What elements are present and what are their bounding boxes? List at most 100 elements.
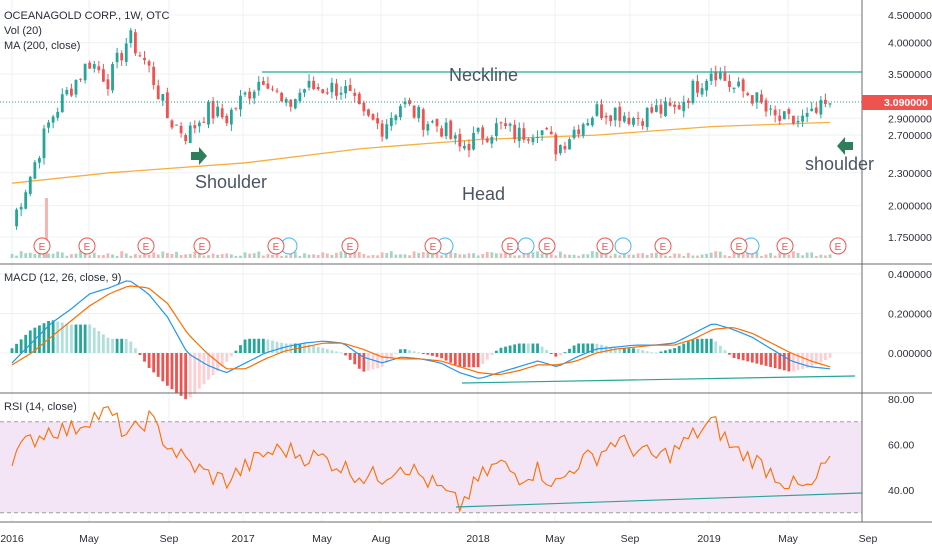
macd-legend[interactable]: MACD (12, 26, close, 9)	[4, 272, 121, 284]
candle-body[interactable]	[115, 52, 119, 63]
candle-body[interactable]	[531, 137, 535, 143]
candle-body[interactable]	[271, 88, 274, 90]
earnings-marker-icon[interactable]	[78, 237, 96, 255]
candle-body[interactable]	[184, 135, 188, 142]
candle-body[interactable]	[216, 106, 220, 117]
candle-body[interactable]	[129, 30, 133, 44]
candle-body[interactable]	[810, 108, 814, 112]
candlesticks[interactable]	[15, 27, 832, 230]
candle-body[interactable]	[202, 121, 206, 123]
candle-body[interactable]	[362, 102, 366, 112]
candle-body[interactable]	[234, 107, 238, 109]
candle-body[interactable]	[513, 124, 517, 140]
candle-body[interactable]	[15, 209, 18, 227]
candle-body[interactable]	[522, 128, 526, 140]
candle-body[interactable]	[440, 128, 443, 137]
candle-body[interactable]	[764, 100, 768, 112]
candle-body[interactable]	[577, 129, 581, 135]
candle-body[interactable]	[261, 80, 265, 85]
symbol-title[interactable]: OCEANAGOLD CORP., 1W, OTC	[4, 10, 169, 22]
candle-body[interactable]	[408, 100, 411, 104]
candle-body[interactable]	[618, 106, 622, 121]
candle-body[interactable]	[586, 123, 590, 126]
candle-body[interactable]	[47, 122, 50, 128]
candle-body[interactable]	[280, 92, 284, 102]
candle-body[interactable]	[431, 121, 434, 123]
candle-body[interactable]	[682, 102, 686, 112]
candle-body[interactable]	[220, 108, 224, 118]
candle-body[interactable]	[581, 124, 585, 136]
candle-body[interactable]	[193, 125, 197, 129]
candle-body[interactable]	[686, 100, 690, 103]
candle-body[interactable]	[65, 89, 69, 95]
candle-body[interactable]	[275, 90, 279, 92]
candle-body[interactable]	[152, 66, 156, 85]
candle-body[interactable]	[696, 81, 699, 93]
dividend-marker-icon[interactable]	[614, 237, 632, 255]
candle-body[interactable]	[792, 115, 795, 124]
candle-body[interactable]	[801, 115, 804, 122]
earnings-marker-icon[interactable]	[596, 237, 614, 255]
candle-body[interactable]	[645, 107, 649, 128]
candle-body[interactable]	[239, 95, 242, 110]
candle-body[interactable]	[325, 92, 329, 94]
volume-legend[interactable]: Vol (20)	[4, 25, 42, 37]
candle-body[interactable]	[207, 102, 210, 125]
candle-body[interactable]	[627, 117, 631, 125]
candle-body[interactable]	[293, 99, 297, 109]
candle-body[interactable]	[654, 105, 658, 112]
candle-body[interactable]	[38, 158, 41, 163]
candle-body[interactable]	[225, 115, 229, 124]
candle-body[interactable]	[549, 131, 553, 135]
candle-body[interactable]	[175, 124, 178, 126]
candle-body[interactable]	[444, 122, 448, 137]
rsi-trendline[interactable]	[455, 492, 863, 508]
candle-body[interactable]	[485, 138, 489, 142]
candle-body[interactable]	[156, 85, 160, 99]
candle-body[interactable]	[389, 117, 393, 127]
candle-body[interactable]	[403, 101, 407, 105]
candle-body[interactable]	[88, 62, 92, 69]
candle-body[interactable]	[590, 117, 594, 126]
candle-body[interactable]	[609, 115, 613, 122]
candle-body[interactable]	[554, 134, 558, 155]
earnings-marker-icon[interactable]	[501, 237, 519, 255]
candle-body[interactable]	[289, 99, 293, 107]
neckline-label[interactable]: Neckline	[449, 65, 518, 85]
candle-body[interactable]	[737, 81, 741, 87]
candle-body[interactable]	[490, 137, 494, 144]
candle-body[interactable]	[97, 66, 101, 71]
candle-body[interactable]	[668, 102, 672, 106]
candle-body[interactable]	[161, 94, 165, 101]
candle-body[interactable]	[252, 91, 256, 99]
candle-body[interactable]	[335, 83, 338, 96]
candle-body[interactable]	[673, 104, 677, 107]
candle-body[interactable]	[819, 100, 823, 115]
candle-body[interactable]	[714, 71, 718, 81]
candle-body[interactable]	[677, 105, 681, 110]
candle-body[interactable]	[517, 127, 521, 142]
earnings-marker-icon[interactable]	[776, 237, 794, 255]
earnings-marker-icon[interactable]	[424, 237, 442, 255]
right-arrow-icon[interactable]	[191, 147, 207, 165]
candle-body[interactable]	[494, 123, 498, 137]
candle-body[interactable]	[367, 109, 370, 116]
candle-body[interactable]	[805, 112, 809, 117]
candle-body[interactable]	[248, 91, 252, 99]
candle-body[interactable]	[467, 144, 471, 151]
candle-body[interactable]	[613, 107, 617, 121]
candle-body[interactable]	[74, 79, 78, 95]
candle-body[interactable]	[170, 120, 174, 128]
earnings-marker-icon[interactable]	[654, 237, 672, 255]
candle-body[interactable]	[773, 109, 777, 116]
candle-body[interactable]	[572, 129, 576, 138]
macd-trendline[interactable]	[461, 375, 856, 384]
right-shoulder-label[interactable]: shoulder	[805, 154, 874, 174]
candle-body[interactable]	[138, 55, 142, 57]
candle-body[interactable]	[453, 135, 457, 139]
candle-body[interactable]	[133, 32, 137, 54]
candle-body[interactable]	[814, 107, 818, 113]
candle-body[interactable]	[600, 104, 603, 119]
